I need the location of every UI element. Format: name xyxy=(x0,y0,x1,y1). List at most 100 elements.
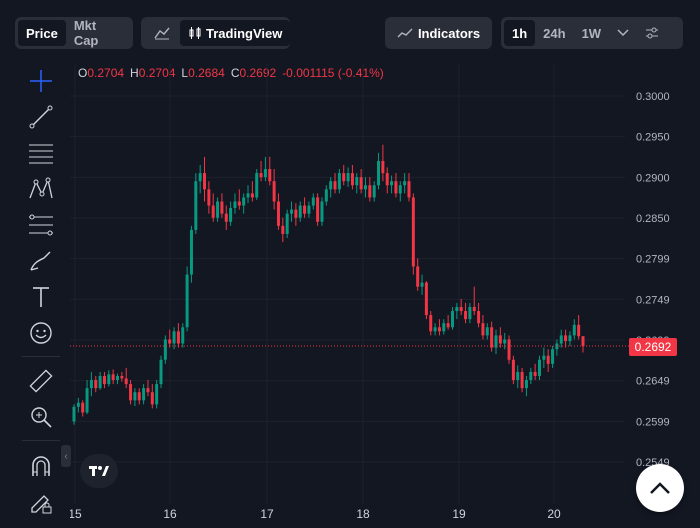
candle-body xyxy=(551,349,555,364)
scroll-to-top-button[interactable] xyxy=(636,464,684,512)
interval-24h[interactable]: 24h xyxy=(543,25,566,41)
candle-body xyxy=(76,402,80,407)
interval-1w[interactable]: 1W xyxy=(581,25,602,41)
change-value: -0.001115 (-0.41%) xyxy=(282,66,384,80)
text-tool[interactable] xyxy=(28,284,54,310)
candle-body xyxy=(298,205,302,218)
interval-1h[interactable]: 1h xyxy=(504,20,536,46)
candle-body xyxy=(185,274,189,328)
fib-icon xyxy=(29,214,53,236)
candle-body xyxy=(559,335,563,344)
candle-body xyxy=(337,173,341,190)
y-tick-label: 0.2799 xyxy=(636,254,670,266)
candle-body xyxy=(433,327,437,332)
x-tick-label: 15 xyxy=(70,507,82,521)
candle-body xyxy=(133,392,137,401)
ruler-tool[interactable] xyxy=(28,368,54,394)
candle-body xyxy=(485,327,489,336)
candle-body xyxy=(542,355,546,360)
candle-body xyxy=(89,380,93,389)
price-tab[interactable]: Price xyxy=(18,20,66,46)
candle-body xyxy=(411,197,415,267)
candle-body xyxy=(446,323,450,328)
candle-body xyxy=(246,193,250,198)
sliders-icon xyxy=(646,27,659,39)
high-key: H xyxy=(130,66,139,80)
candle-body xyxy=(137,392,141,401)
candle-body xyxy=(572,324,576,336)
lock-pencil-tool[interactable] xyxy=(28,490,54,516)
candle-body xyxy=(520,371,524,389)
chevron-up-icon xyxy=(650,482,670,494)
sidebar-divider xyxy=(22,440,60,441)
y-tick-label: 0.2850 xyxy=(636,213,670,225)
candle-body xyxy=(194,181,198,230)
candle-body xyxy=(307,205,311,214)
tradingview-button[interactable]: TradingView xyxy=(180,20,291,46)
candle-body xyxy=(372,185,376,198)
candlestick-chart[interactable]: 0.3000 0.2950 0.2900 0.2850 0.2799 0.2749 0.26… xyxy=(70,64,700,528)
candle-body xyxy=(490,327,494,348)
x-tick-label: 16 xyxy=(163,507,177,521)
candle-body xyxy=(220,201,224,214)
collapse-toolbar-button[interactable]: ‹ xyxy=(61,445,71,467)
candle-body xyxy=(242,197,246,206)
emoji-tool[interactable] xyxy=(28,320,54,346)
candle-body xyxy=(429,315,433,332)
crosshair-icon xyxy=(30,70,52,92)
candle-body xyxy=(98,375,102,389)
pattern-icon xyxy=(29,177,53,199)
candle-body xyxy=(407,181,411,198)
fib-tool[interactable] xyxy=(28,212,54,238)
candle-body xyxy=(581,336,585,346)
chart-type-toggle: TradingView xyxy=(141,17,291,49)
candle-body xyxy=(468,306,472,320)
candle-body xyxy=(129,384,133,401)
indicators-button[interactable]: Indicators xyxy=(385,17,492,49)
zoom-in-icon xyxy=(31,407,52,428)
candle-body xyxy=(168,339,172,344)
emoji-icon xyxy=(30,322,52,344)
candle-body xyxy=(398,185,402,194)
candle-body xyxy=(355,177,359,186)
candle-body xyxy=(224,213,228,222)
candle-body xyxy=(385,173,389,186)
candle-body xyxy=(416,266,420,287)
brush-tool[interactable] xyxy=(28,248,54,274)
candle-body xyxy=(263,169,267,178)
candle-body xyxy=(172,331,176,344)
line-chart-button[interactable] xyxy=(144,20,180,46)
horizontal-lines-tool[interactable] xyxy=(28,140,54,166)
x-tick-label: 19 xyxy=(452,507,466,521)
candle-body xyxy=(207,189,211,206)
candle-body xyxy=(211,205,215,218)
zoom-in-tool[interactable] xyxy=(28,404,54,430)
x-tick-label: 17 xyxy=(260,507,274,521)
pattern-tool[interactable] xyxy=(28,176,54,202)
candle-body xyxy=(311,197,315,206)
candle-body xyxy=(272,181,276,202)
trend-line-tool[interactable] xyxy=(28,104,54,130)
candle-body xyxy=(368,185,372,198)
candle-body xyxy=(159,359,163,385)
mktcap-tab[interactable]: Mkt Cap xyxy=(73,18,99,48)
candle-body xyxy=(102,375,106,385)
y-tick-label: 0.2749 xyxy=(636,294,670,306)
settings-button[interactable] xyxy=(637,20,667,46)
candle-body xyxy=(394,181,398,194)
price-mktcap-toggle: Price Mkt Cap xyxy=(15,17,133,49)
candle-body xyxy=(198,173,202,182)
candle-body xyxy=(294,209,298,218)
candle-body xyxy=(437,327,441,332)
ohlc-legend: O0.2704 H0.2704 L0.2684 C0.2692 -0.00111… xyxy=(78,66,384,80)
tradingview-logo[interactable] xyxy=(80,454,118,488)
indicators-label: Indicators xyxy=(417,25,481,41)
candle-body xyxy=(450,311,454,328)
crosshair-tool[interactable] xyxy=(28,68,54,94)
interval-dropdown[interactable] xyxy=(609,20,637,46)
candle-body xyxy=(203,173,207,190)
candle-body xyxy=(546,355,550,364)
candle-body xyxy=(381,160,385,174)
candle-body xyxy=(150,392,154,405)
magnet-tool[interactable] xyxy=(28,454,54,480)
